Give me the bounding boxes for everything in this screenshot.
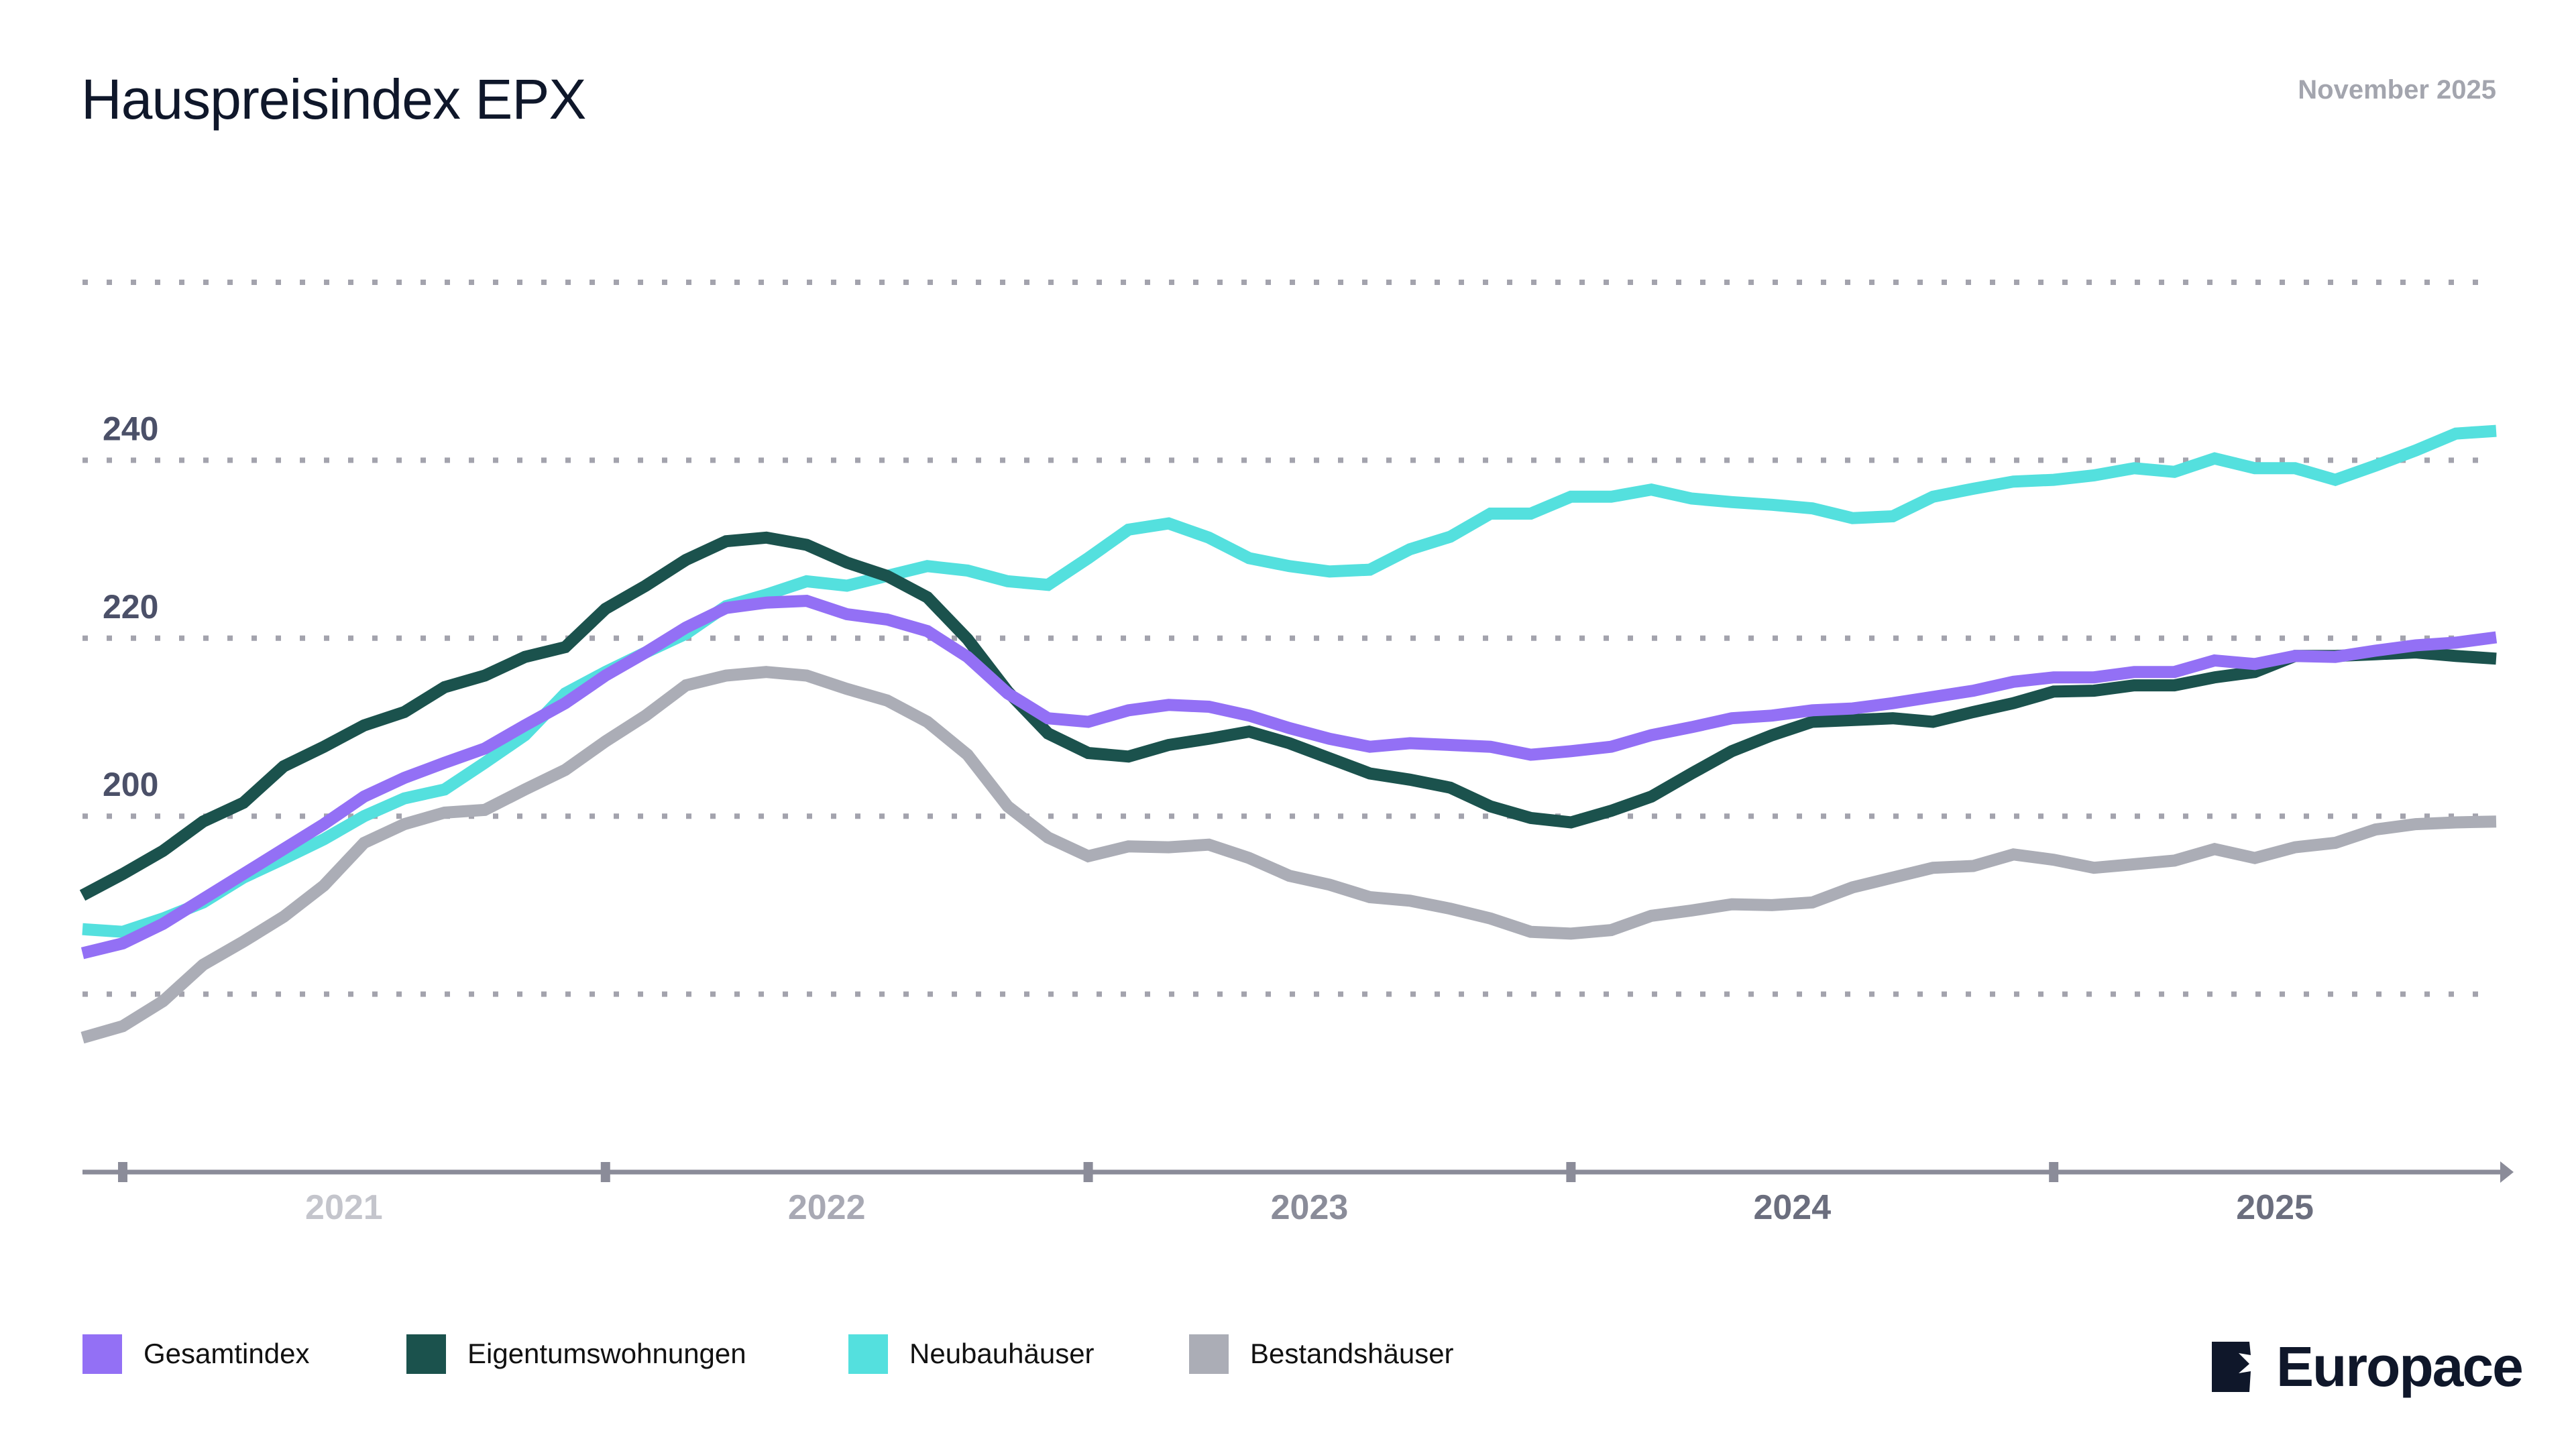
legend-swatch [848, 1334, 888, 1374]
legend-item-gesamtindex: Gesamtindex [82, 1334, 309, 1374]
series-line-neubauhaeuser [82, 424, 2497, 938]
x-tick-2023 [1083, 1162, 1093, 1182]
legend-swatch [82, 1334, 122, 1374]
legend-item-eigentumswohnungen: Eigentumswohnungen [406, 1334, 746, 1374]
legend-swatch [406, 1334, 446, 1374]
x-tick-2024 [1566, 1162, 1576, 1182]
y-tick-label: 240 [103, 410, 158, 447]
date-label: November 2025 [2298, 75, 2496, 105]
legend-swatch [1189, 1334, 1229, 1374]
chart-title: Hauspreisindex EPX [81, 68, 586, 131]
europace-logo-icon [2212, 1342, 2251, 1392]
x-tick-label: 2023 [1271, 1188, 1349, 1227]
series-line-gesamtindex [80, 595, 2498, 960]
x-tick-2021 [117, 1162, 127, 1182]
series-line-bestandshaeuser [80, 666, 2497, 1044]
x-tick-2025 [2049, 1162, 2059, 1182]
legend-item-bestandshaeuser: Bestandshäuser [1189, 1334, 1454, 1374]
legend-label: Bestandshäuser [1250, 1338, 1454, 1369]
series-line-eigentumswohnungen [79, 531, 2497, 901]
x-axis-arrow-icon [2500, 1161, 2514, 1183]
y-tick-label: 220 [103, 588, 158, 626]
x-tick-2022 [600, 1162, 610, 1182]
x-axis: 2021 2022 2023 2024 2025 [82, 1161, 2514, 1227]
gridlines [82, 280, 2496, 997]
x-tick-label: 2024 [1753, 1188, 1831, 1227]
legend-item-neubauhaeuser: Neubauhäuser [848, 1334, 1095, 1374]
y-axis-labels: 200 220 240 [103, 410, 158, 803]
series-lines [79, 424, 2498, 1044]
legend-label: Neubauhäuser [909, 1338, 1095, 1369]
y-tick-label: 200 [103, 766, 158, 803]
legend-label: Eigentumswohnungen [467, 1338, 746, 1369]
x-tick-label: 2022 [788, 1188, 866, 1227]
europace-logo: Europace [2212, 1334, 2524, 1399]
legend-label: Gesamtindex [144, 1338, 310, 1369]
x-tick-label: 2025 [2236, 1188, 2314, 1227]
x-tick-label: 2021 [305, 1188, 383, 1227]
europace-logo-text: Europace [2276, 1335, 2524, 1398]
